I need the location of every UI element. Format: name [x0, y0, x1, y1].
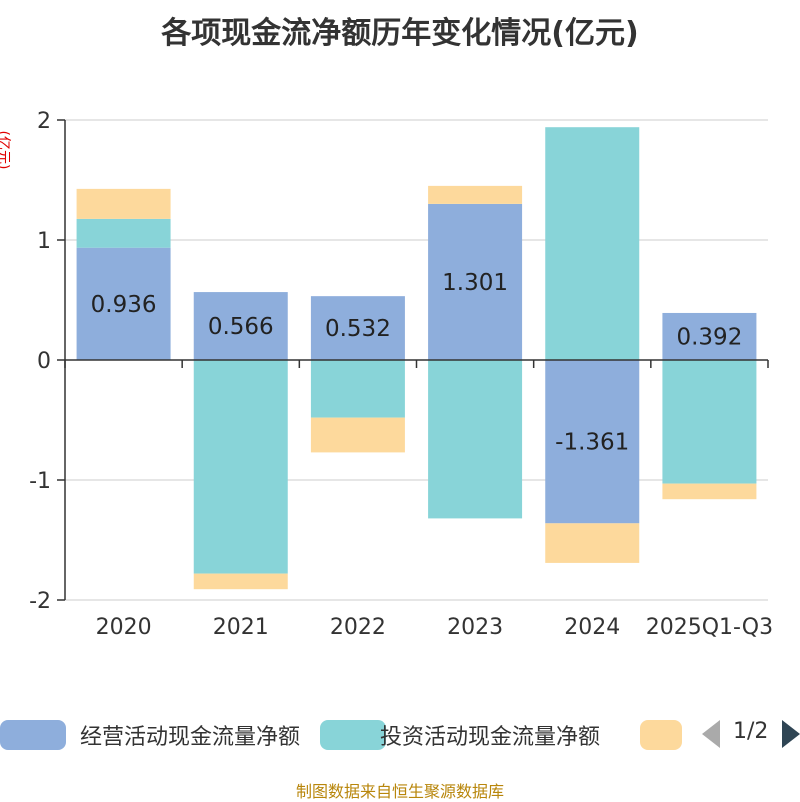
bar-operating [193, 292, 288, 360]
bar-operating [76, 247, 171, 360]
bar-data-label: -1.361 [555, 430, 629, 456]
y-tick-label: 1 [37, 229, 51, 254]
legend-page-indicator: 1/2 [733, 719, 769, 744]
y-tick-label: -1 [29, 469, 51, 494]
x-tick-label: 2025Q1-Q3 [646, 615, 773, 640]
chart-title: 各项现金流净额历年变化情况(亿元) [161, 16, 639, 51]
y-tick-label: -2 [29, 589, 51, 614]
y-tick-label: 0 [37, 349, 51, 374]
x-tick-label: 2020 [96, 615, 152, 640]
legend-swatch-investing [320, 720, 386, 750]
bar-financing [76, 188, 171, 219]
x-tick-label: 2022 [330, 615, 386, 640]
bar-investing [310, 360, 405, 418]
legend-prev-page-icon[interactable] [702, 720, 720, 748]
bar-investing [428, 360, 523, 519]
legend-label-investing: 投资活动现金流量净额 [380, 725, 601, 750]
bar-data-label: 0.532 [325, 316, 391, 342]
legend-swatch-operating [0, 720, 66, 750]
data-source-note: 制图数据来自恒生聚源数据库 [295, 782, 504, 801]
bar-financing [662, 483, 757, 500]
legend-next-page-icon[interactable] [782, 720, 800, 748]
y-tick-label: 2 [37, 109, 51, 134]
bar-operating [662, 312, 757, 360]
bar-operating [428, 203, 523, 360]
bar-data-label: 0.936 [91, 292, 157, 318]
legend-swatch-financing [640, 720, 682, 750]
bar-financing [545, 523, 640, 563]
bar-investing [662, 360, 757, 484]
bar-investing [545, 127, 640, 360]
bar-operating [310, 296, 405, 360]
bar-data-label: 1.301 [442, 270, 508, 296]
x-tick-label: 2021 [213, 615, 269, 640]
bar-financing [428, 185, 523, 204]
bar-data-label: 0.566 [208, 314, 274, 340]
bar-investing [76, 218, 171, 248]
bar-financing [310, 417, 405, 453]
bar-data-label: 0.392 [676, 324, 742, 350]
bar-investing [193, 360, 288, 574]
x-tick-label: 2023 [447, 615, 503, 640]
bar-operating [545, 360, 640, 524]
x-tick-label: 2024 [564, 615, 620, 640]
legend-label-operating: 经营活动现金流量净额 [80, 725, 301, 750]
bar-financing [193, 573, 288, 590]
